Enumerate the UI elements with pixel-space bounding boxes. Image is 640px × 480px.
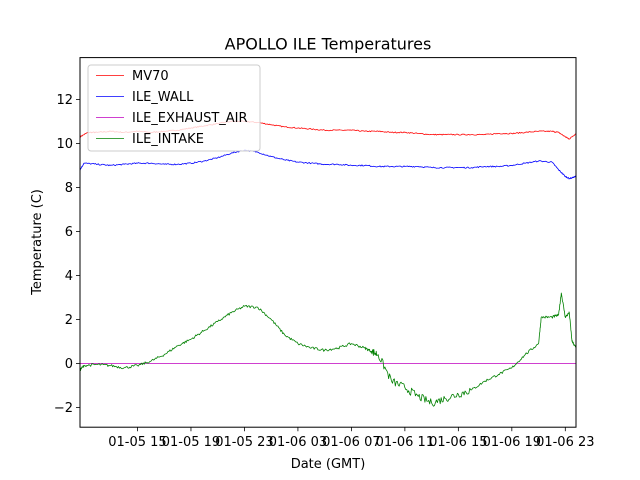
x-tick-label: 01-05 19: [162, 435, 220, 450]
legend-label: MV70: [132, 69, 169, 84]
x-tick-label: 01-06 15: [429, 435, 487, 450]
y-tick-label: 2: [65, 313, 73, 328]
legend-box: [87, 64, 261, 152]
x-tick-label: 01-06 19: [483, 435, 541, 450]
x-tick-label: 01-06 23: [536, 435, 594, 450]
legend-label: ILE_WALL: [132, 90, 194, 105]
x-tick-label: 01-05 15: [108, 435, 166, 450]
x-tick-label: 01-06 07: [322, 435, 380, 450]
x-axis-label: Date (GMT): [291, 457, 366, 472]
chart-title: APOLLO ILE Temperatures: [225, 35, 432, 54]
legend-label: ILE_INTAKE: [132, 132, 204, 147]
y-tick-label: 8: [65, 181, 73, 196]
series-line-ile-wall: [80, 149, 576, 180]
y-tick-label: 12: [56, 93, 73, 108]
series-line-ile-intake: [80, 292, 576, 407]
legend: MV70 ILE_WALL ILE_EXHAUST_AIR ILE_INTAKE: [87, 64, 261, 152]
y-axis: −2 0 2 4 6 8 10 12: [54, 93, 80, 416]
legend-label: ILE_EXHAUST_AIR: [132, 111, 248, 126]
y-tick-label: 6: [65, 225, 73, 240]
y-axis-label: Temperature (C): [30, 189, 45, 296]
x-tick-label: 01-05 23: [215, 435, 273, 450]
plot-frame: [79, 57, 577, 428]
y-tick-label: −2: [54, 401, 73, 416]
x-tick-label: 01-06 11: [376, 435, 434, 450]
y-tick-label: 10: [56, 137, 73, 152]
y-tick-label: 0: [65, 357, 73, 372]
y-tick-label: 4: [65, 269, 73, 284]
x-tick-label: 01-06 03: [269, 435, 327, 450]
